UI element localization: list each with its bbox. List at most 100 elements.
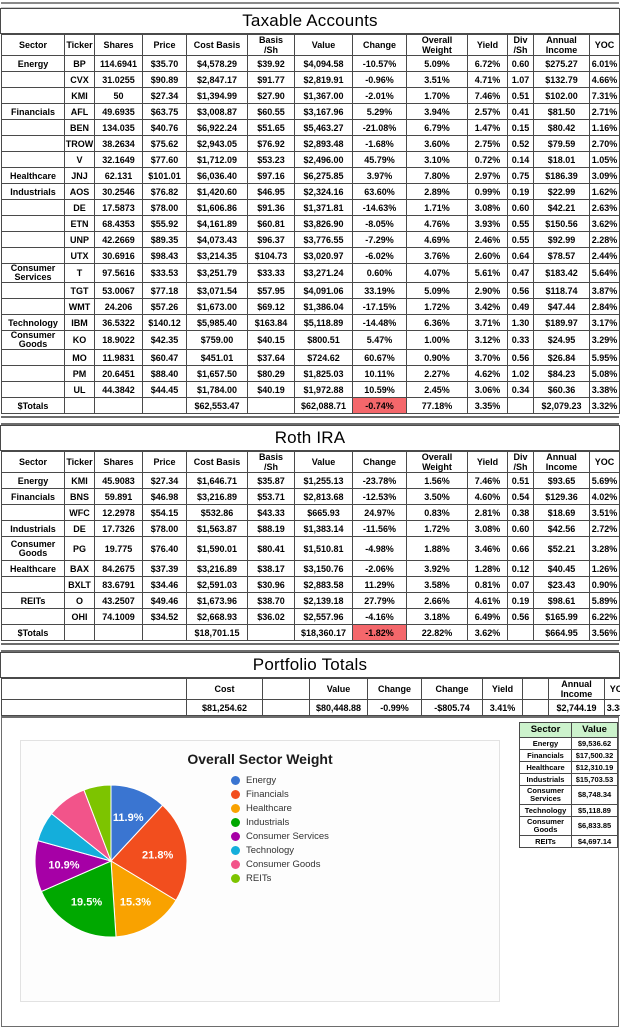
row-shares: 59.891 xyxy=(95,489,143,505)
row-cost-basis: $2,668.93 xyxy=(187,609,248,625)
row-div-per-share: 0.33 xyxy=(508,331,534,350)
row-overall-weight: 1.88% xyxy=(407,537,468,561)
row-ticker: WFC xyxy=(65,505,95,521)
row-value: $2,324.16 xyxy=(295,184,353,200)
col-header-price: Price xyxy=(143,35,187,56)
row-yield: 5.61% xyxy=(468,264,508,283)
col-header-yield: Yield xyxy=(468,452,508,473)
row-change: -8.05% xyxy=(353,216,407,232)
legend-color-swatch-icon xyxy=(231,874,240,883)
row-div-per-share: 0.60 xyxy=(508,521,534,537)
row-annual-income: $98.61 xyxy=(534,593,590,609)
legend-item[interactable]: Technology xyxy=(231,845,381,857)
row-yield: 2.97% xyxy=(468,168,508,184)
row-shares: 38.2634 xyxy=(95,136,143,152)
row-change: 27.79% xyxy=(353,593,407,609)
row-yield: 0.81% xyxy=(468,577,508,593)
legend-label: Consumer Goods xyxy=(246,859,320,871)
col-header-shares: Shares xyxy=(95,35,143,56)
row-change: -23.78% xyxy=(353,473,407,489)
sector-name-cell: Energy xyxy=(520,738,572,750)
row-overall-weight: 7.80% xyxy=(407,168,468,184)
legend-item[interactable]: Industrials xyxy=(231,817,381,829)
row-value: $1,510.81 xyxy=(295,537,353,561)
row-cost-basis: $1,673.00 xyxy=(187,299,248,315)
row-overall-weight: 1.70% xyxy=(407,88,468,104)
legend-item[interactable]: Healthcare xyxy=(231,803,381,815)
row-price: $34.46 xyxy=(143,577,187,593)
row-overall-weight: 1.00% xyxy=(407,331,468,350)
taxable-accounts-title: Taxable Accounts xyxy=(0,8,620,34)
legend-label: REITs xyxy=(246,873,271,885)
legend-item[interactable]: Consumer Services xyxy=(231,831,381,843)
portfolio-blank-value-cell-3 xyxy=(523,700,549,716)
chart-legend: Energy Financials Healthcare Industrials Con… xyxy=(231,775,381,887)
row-ticker: BAX xyxy=(65,561,95,577)
legend-color-swatch-icon xyxy=(231,790,240,799)
row-shares: 30.2546 xyxy=(95,184,143,200)
legend-item[interactable]: Consumer Goods xyxy=(231,859,381,871)
row-div-per-share: 0.51 xyxy=(508,88,534,104)
row-cost-basis: $759.00 xyxy=(187,331,248,350)
legend-item[interactable]: Financials xyxy=(231,789,381,801)
col-header-div-per-share: Div/Sh xyxy=(508,35,534,56)
portfolio-totals-title: Portfolio Totals xyxy=(0,652,620,678)
row-ticker: PG xyxy=(65,537,95,561)
row-sector xyxy=(2,299,65,315)
row-ticker: JNJ xyxy=(65,168,95,184)
row-sector xyxy=(2,200,65,216)
row-yield: 6.49% xyxy=(468,609,508,625)
row-yield: 0.99% xyxy=(468,184,508,200)
row-sector xyxy=(2,609,65,625)
legend-item[interactable]: REITs xyxy=(231,873,381,885)
row-yoc: 7.31% xyxy=(590,88,620,104)
row-sector xyxy=(2,366,65,382)
row-yoc: 5.89% xyxy=(590,593,620,609)
totals-shares xyxy=(95,625,143,641)
legend-label: Technology xyxy=(246,845,294,857)
row-overall-weight: 4.69% xyxy=(407,232,468,248)
totals-yoc: 3.32% xyxy=(590,398,620,414)
legend-item[interactable]: Energy xyxy=(231,775,381,787)
taxable-header-row: Sector Ticker Shares Price Cost Basis Ba… xyxy=(2,35,620,56)
row-shares: 30.6916 xyxy=(95,248,143,264)
row-value: $5,118.89 xyxy=(295,315,353,331)
col-header-cost-basis: Cost Basis xyxy=(187,35,248,56)
legend-color-swatch-icon xyxy=(231,846,240,855)
row-basis-per-share: $37.64 xyxy=(248,350,295,366)
col-header-sector: Sector xyxy=(2,452,65,473)
col-header-sector: Sector xyxy=(2,35,65,56)
col-header-basis-per-share: Basis/Sh xyxy=(248,35,295,56)
